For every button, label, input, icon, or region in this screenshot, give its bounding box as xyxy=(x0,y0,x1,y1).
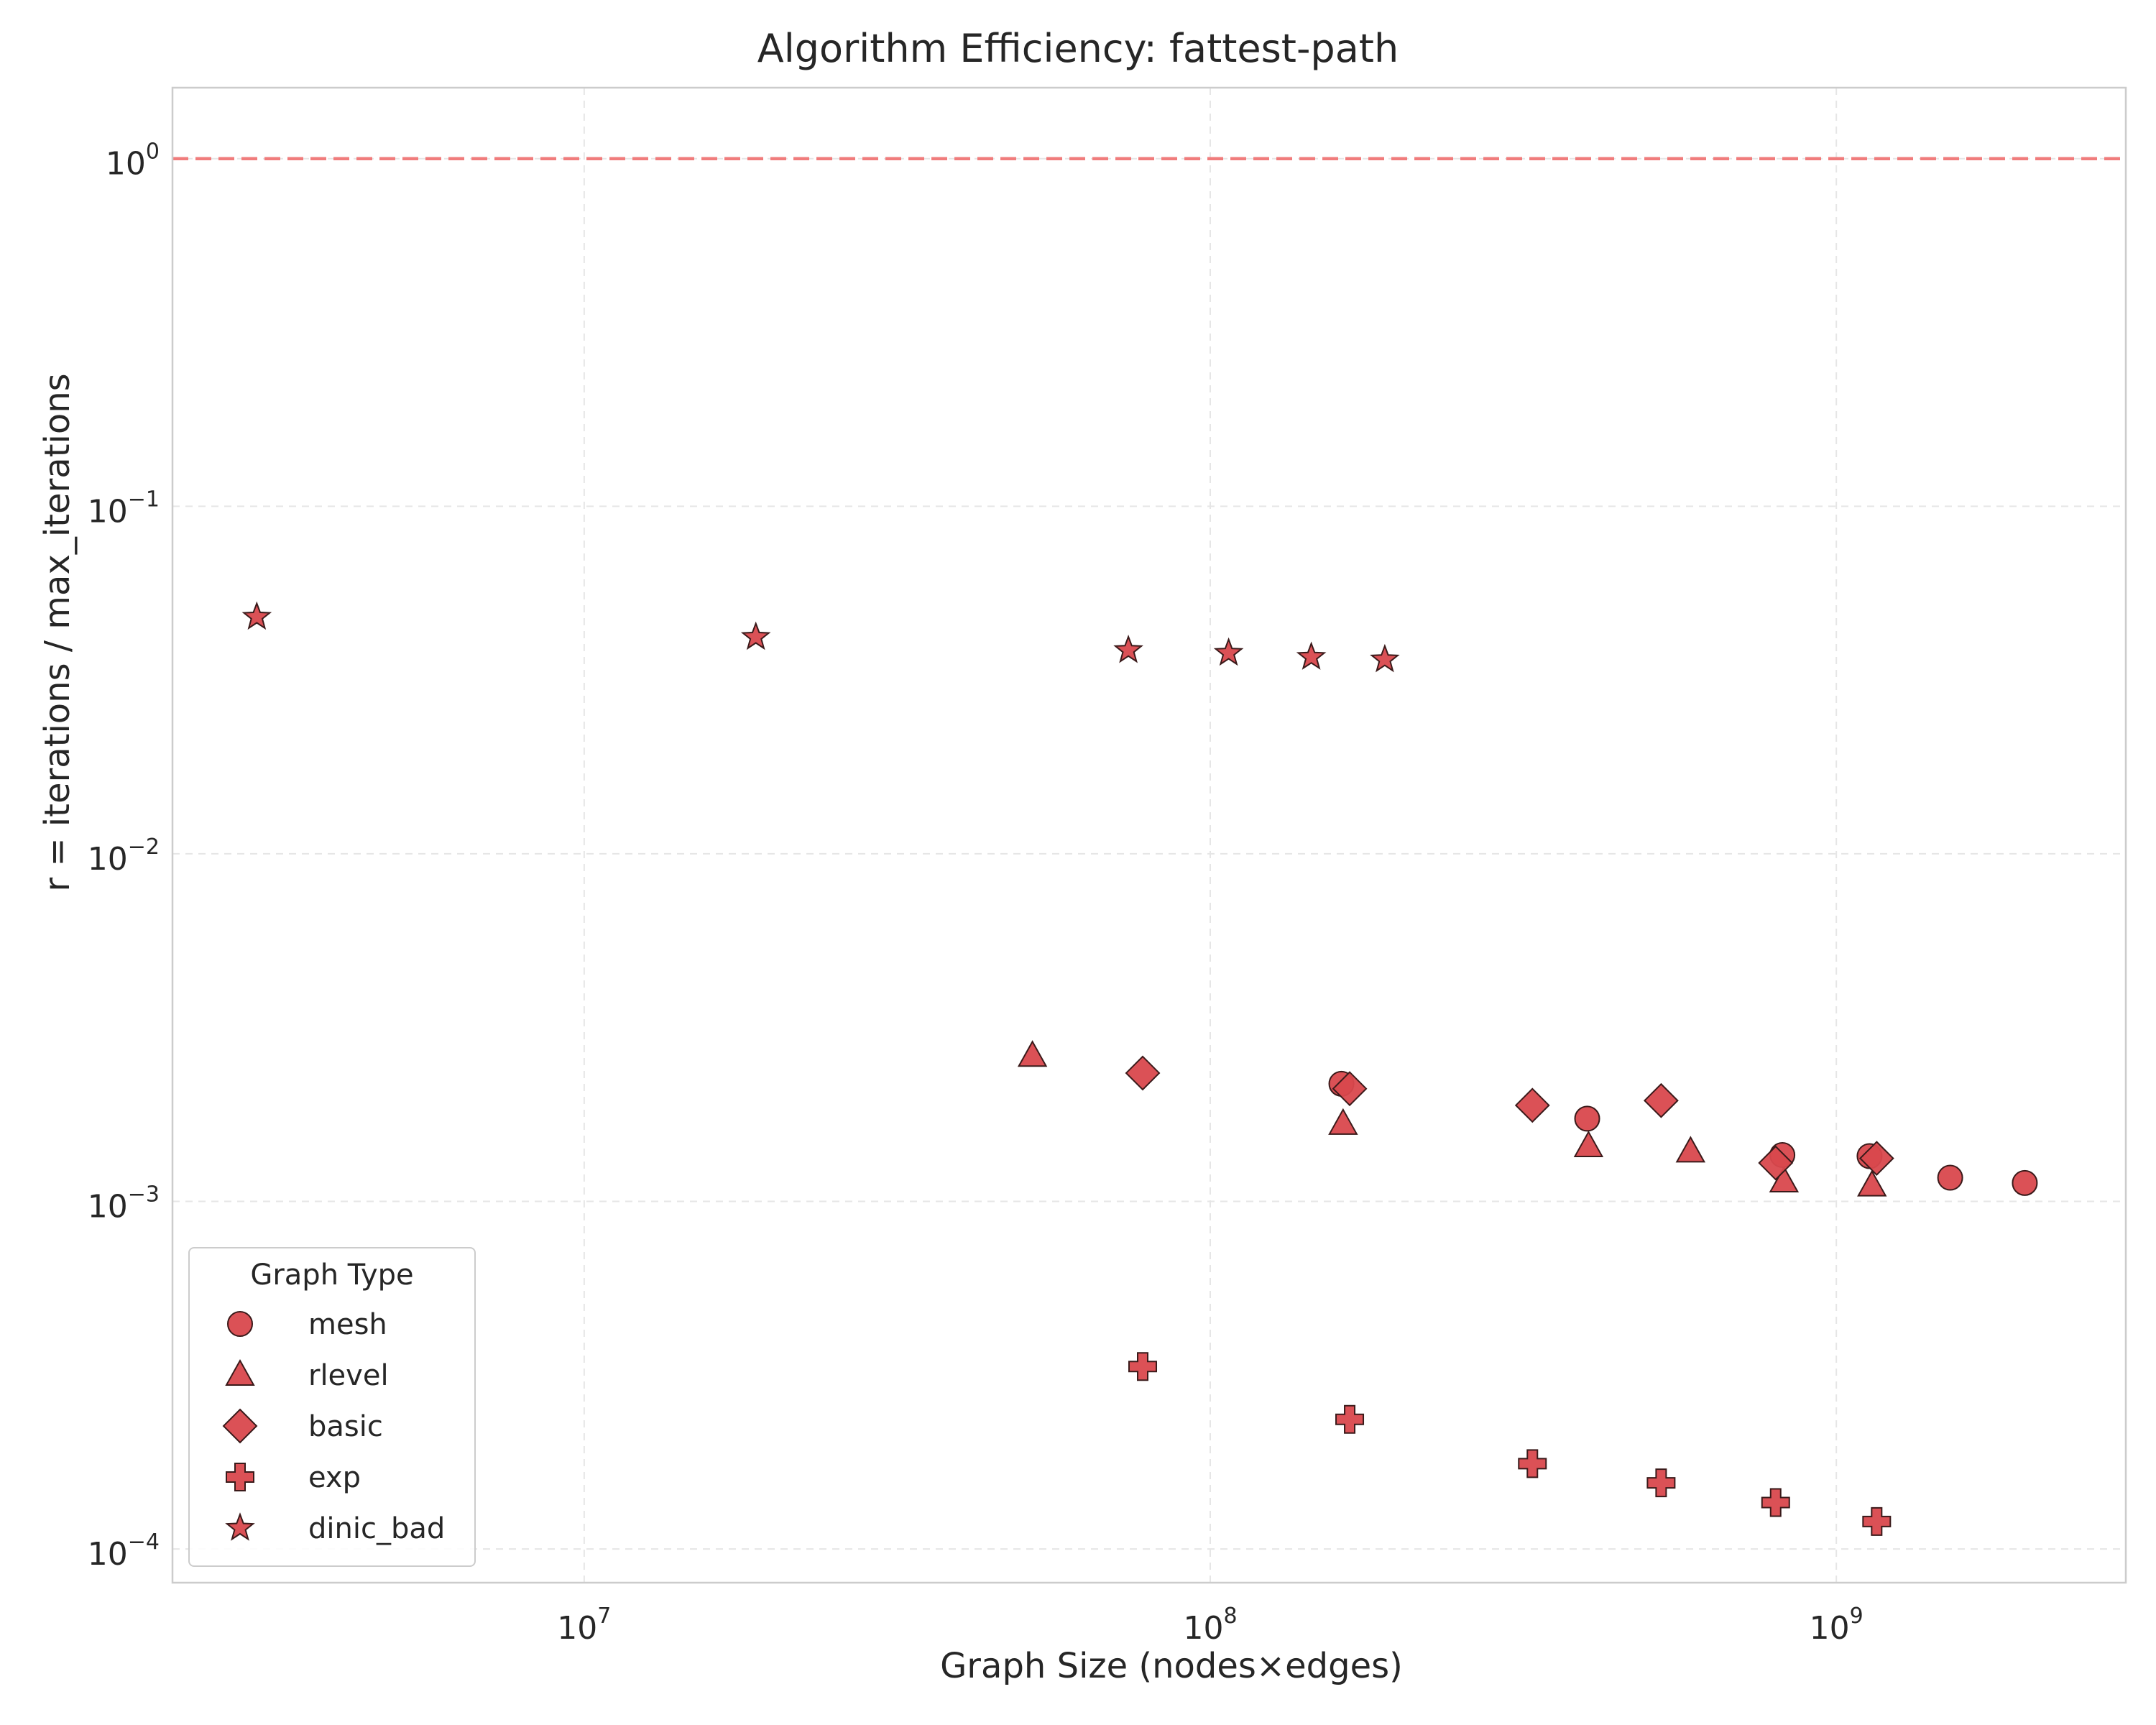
legend-label: rlevel xyxy=(308,1359,389,1392)
legend-label: mesh xyxy=(308,1308,387,1341)
data-point-rlevel xyxy=(1675,1136,1706,1163)
data-point-rlevel xyxy=(1857,1169,1887,1197)
data-point-basic xyxy=(1125,1055,1161,1091)
x-axis-label: Graph Size (nodes×edges) xyxy=(940,1646,1403,1686)
legend-marker-dinic-bad xyxy=(225,1512,255,1541)
legend-circle-icon xyxy=(227,1311,253,1337)
y-tick-labels: 10−4 10−3 10−2 10−1 100 xyxy=(88,139,160,1573)
data-point-basic xyxy=(1758,1145,1794,1181)
y-tick-label: 10−2 xyxy=(88,834,160,878)
y-tick-label: 10−1 xyxy=(88,487,160,530)
data-point-basic xyxy=(1643,1082,1679,1118)
legend-title: Graph Type xyxy=(250,1259,414,1292)
legend-item-basic: basic xyxy=(190,1404,474,1448)
legend-item-exp: exp xyxy=(190,1455,474,1499)
data-point-basic xyxy=(1332,1071,1368,1107)
y-tick-label: 10−4 xyxy=(88,1530,160,1573)
legend-label: basic xyxy=(308,1410,383,1443)
data-point-dinic-bad xyxy=(241,601,272,630)
legend-label: dinic_bad xyxy=(308,1512,446,1545)
data-point-mesh xyxy=(1574,1105,1600,1132)
data-point-basic xyxy=(1514,1087,1550,1123)
legend-marker-mesh xyxy=(227,1311,253,1337)
data-point-exp xyxy=(1862,1506,1892,1536)
data-point-rlevel xyxy=(1017,1040,1048,1067)
data-point-mesh xyxy=(1937,1164,1963,1191)
data-point-basic xyxy=(1858,1141,1894,1177)
legend-marker-exp xyxy=(226,1463,254,1491)
data-point-exp xyxy=(1518,1449,1547,1478)
legend-star-icon xyxy=(225,1512,255,1541)
data-point-exp xyxy=(1128,1352,1158,1381)
legend-triangle-icon xyxy=(225,1358,255,1386)
data-point-rlevel xyxy=(1573,1130,1604,1157)
legend-label: exp xyxy=(308,1461,361,1494)
data-points xyxy=(241,601,2038,1536)
data-point-dinic-bad xyxy=(740,621,771,650)
legend-marker-basic xyxy=(222,1408,258,1444)
chart-title: Algorithm Efficiency: fattest-path xyxy=(757,26,1399,71)
legend-item-rlevel: rlevel xyxy=(190,1353,474,1397)
legend-item-mesh: mesh xyxy=(190,1302,474,1346)
y-tick-label: 10−3 xyxy=(88,1182,160,1225)
data-point-exp xyxy=(1761,1488,1790,1517)
data-point-dinic-bad xyxy=(1113,634,1143,663)
data-point-mesh xyxy=(2012,1169,2038,1196)
x-tick-label: 108 xyxy=(1183,1604,1237,1647)
data-point-rlevel xyxy=(1328,1108,1358,1135)
x-tick-label: 107 xyxy=(557,1604,611,1647)
x-tick-labels: 107 108 109 xyxy=(557,1604,1863,1647)
plot-frame xyxy=(171,86,2127,1584)
data-point-exp xyxy=(1335,1404,1365,1434)
data-point-rlevel xyxy=(1769,1165,1800,1193)
data-point-dinic-bad xyxy=(1370,643,1400,673)
y-axis-label: r = iterations / max_iterations xyxy=(37,373,78,892)
legend-plus-icon xyxy=(226,1463,254,1491)
data-point-exp xyxy=(1646,1468,1676,1498)
data-point-dinic-bad xyxy=(1296,641,1327,670)
x-tick-label: 109 xyxy=(1810,1604,1864,1647)
data-point-dinic-bad xyxy=(1213,637,1244,666)
legend: Graph Type mesh rlevel basic exp dinic_b… xyxy=(188,1247,476,1567)
legend-diamond-icon xyxy=(222,1408,258,1444)
y-tick-label: 100 xyxy=(106,139,160,183)
legend-item-dinic-bad: dinic_bad xyxy=(190,1506,474,1550)
legend-marker-rlevel xyxy=(225,1358,255,1386)
